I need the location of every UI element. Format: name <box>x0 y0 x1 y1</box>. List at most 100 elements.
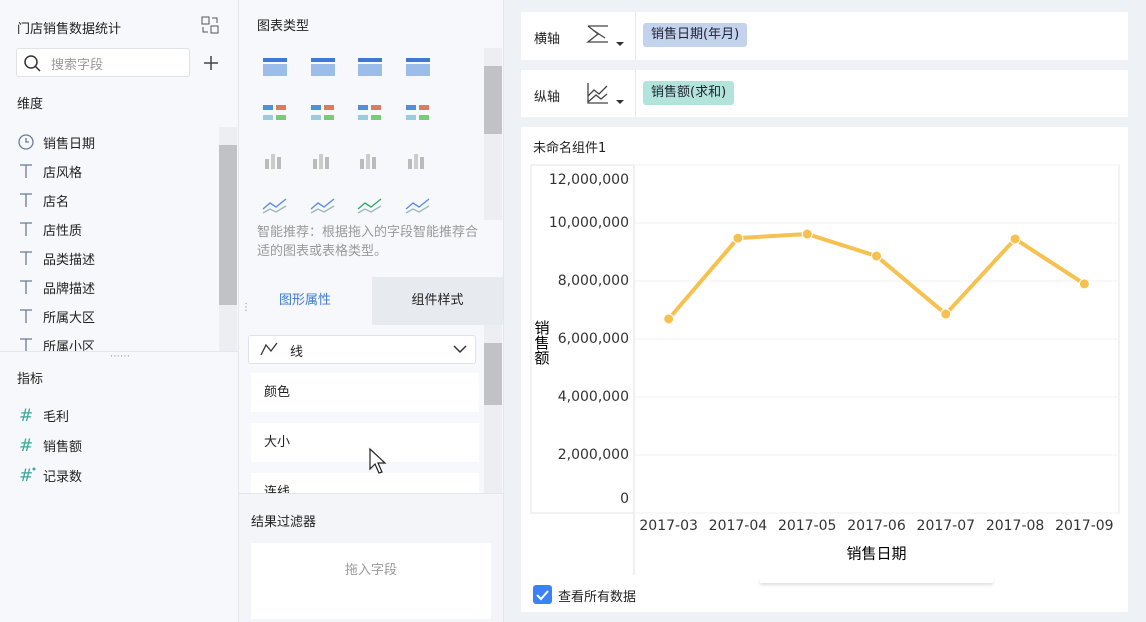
dimension-name: 品牌描述 <box>43 282 96 297</box>
chart-type-icon[interactable] <box>261 55 289 79</box>
config-panel: 图表类型 智能推荐：根据拖入的字段智能推荐合适的图表或表格类型。 图形属性 组件… <box>239 0 504 622</box>
measure-name: 毛利 <box>43 410 70 425</box>
chart-type-icon[interactable] <box>356 55 384 79</box>
filter-section: 结果过滤器 拖入字段 <box>239 493 503 622</box>
dimensions-title: 维度 <box>17 97 44 112</box>
y-field-pill[interactable]: 销售额(求和) <box>643 81 735 105</box>
measure-field[interactable]: # 销售额 <box>0 430 238 459</box>
y-tick-label: 4,000,000 <box>558 389 629 405</box>
text-icon <box>20 251 32 265</box>
property-item[interactable]: 大小 <box>251 423 479 462</box>
text-icon <box>20 222 32 236</box>
data-point <box>940 308 952 320</box>
dimension-field[interactable]: 所属小区 <box>0 330 218 351</box>
measures-title: 指标 <box>17 372 44 387</box>
search-icon <box>24 55 41 72</box>
x-tick-label: 2017-08 <box>986 518 1045 534</box>
chart-type-icon[interactable] <box>261 193 289 217</box>
measure-field[interactable]: # 毛利 <box>0 400 238 429</box>
chart-type-icon[interactable] <box>309 193 337 217</box>
dimension-field[interactable]: 店风格 <box>0 156 218 185</box>
filter-title: 结果过滤器 <box>251 515 317 530</box>
x-tick-label: 2017-07 <box>917 518 976 534</box>
y-tick-label: 10,000,000 <box>549 215 629 231</box>
x-field-pill[interactable]: 销售日期(年月) <box>643 23 748 47</box>
filter-drop-zone[interactable]: 拖入字段 <box>251 543 491 619</box>
divider <box>0 351 238 352</box>
chart-type-icon[interactable] <box>356 147 384 171</box>
chart-type-icon[interactable] <box>309 147 337 171</box>
chart-type-icon[interactable] <box>404 147 432 171</box>
scrollbar[interactable] <box>484 325 502 493</box>
text-icon <box>20 193 32 207</box>
dimension-list: 销售日期店风格店名 店性质 品类描述品牌描述所属大区 所属小区 <box>0 127 218 351</box>
measure-field[interactable]: # 记录数 <box>0 460 238 489</box>
dimension-field[interactable]: 销售日期 <box>0 127 218 156</box>
add-field-button[interactable] <box>203 55 219 71</box>
tab[interactable]: 组件样式 <box>372 277 503 325</box>
dimension-field[interactable]: 所属大区 <box>0 301 218 330</box>
data-point <box>663 313 675 325</box>
switch-dataset-icon[interactable] <box>200 15 220 35</box>
search-placeholder: 搜索字段 <box>51 58 104 73</box>
check-icon <box>536 590 549 601</box>
scrollbar[interactable] <box>484 48 502 220</box>
divider <box>635 12 636 60</box>
data-point <box>801 228 813 240</box>
dimension-name: 店风格 <box>43 166 83 181</box>
text-icon <box>20 338 32 351</box>
scroll-thumb[interactable] <box>484 66 502 134</box>
y-axis-type-icon[interactable] <box>585 80 627 108</box>
y-tick-label: 6,000,000 <box>558 331 629 347</box>
dimension-field[interactable]: 品牌描述 <box>0 272 218 301</box>
number-icon: # <box>19 466 36 486</box>
property-item[interactable]: 连线 <box>251 473 479 493</box>
chart-type-icon[interactable] <box>356 193 384 217</box>
mark-type: 线 <box>290 345 304 360</box>
search-box[interactable]: 搜索字段 <box>16 48 190 77</box>
svg-text:#: # <box>19 436 33 456</box>
y-tick-label: 2,000,000 <box>558 447 629 463</box>
scroll-thumb[interactable] <box>219 145 237 305</box>
y-axis-label: 纵轴 <box>534 90 561 105</box>
property-list: 颜色 大小 连线 <box>251 373 479 493</box>
data-point <box>1009 233 1021 245</box>
date-icon <box>18 134 34 150</box>
svg-text:#: # <box>19 466 33 486</box>
dimension-field[interactable]: 品类描述 <box>0 243 218 272</box>
property-item[interactable]: 颜色 <box>251 373 479 412</box>
text-icon <box>20 309 32 323</box>
mouse-cursor <box>369 447 387 474</box>
line <box>667 232 1086 321</box>
chart-type-icon[interactable] <box>404 55 432 79</box>
scroll-thumb[interactable] <box>484 343 502 405</box>
x-axis-type-icon[interactable] <box>585 22 627 50</box>
mark-type-dropdown[interactable]: 线 <box>248 335 476 364</box>
y-axis-row: 纵轴 销售额(求和) <box>521 70 1128 117</box>
dimension-field[interactable]: 店性质 <box>0 214 218 243</box>
chart-type-grid <box>248 48 484 220</box>
chart-type-icon[interactable] <box>404 101 432 125</box>
y-tick-label: 0 <box>620 491 629 507</box>
number-icon: # <box>19 436 33 456</box>
x-tick-label: 2017-06 <box>847 518 906 534</box>
chart-type-icon[interactable] <box>309 101 337 125</box>
filter-placeholder: 拖入字段 <box>344 563 397 578</box>
chart-type-icon[interactable] <box>356 101 384 125</box>
y-tick-label: 12,000,000 <box>549 172 629 188</box>
chart-type-icon[interactable] <box>261 147 289 171</box>
tab-active[interactable]: 图形属性 <box>239 277 371 325</box>
chart-type-icon[interactable] <box>261 101 289 125</box>
view-all-checkbox[interactable] <box>533 585 552 604</box>
dimension-field[interactable]: 店名 <box>0 185 218 214</box>
text-icon <box>20 280 32 294</box>
scrollbar[interactable] <box>219 127 237 351</box>
text-icon <box>20 164 32 178</box>
chart-type-icon[interactable] <box>404 193 432 217</box>
chart-type-icon[interactable] <box>309 55 337 79</box>
resize-handle[interactable]: ⋯⋯ <box>110 351 130 362</box>
x-tick-label: 2017-03 <box>639 518 698 534</box>
resize-handle[interactable]: ⋮ <box>241 302 251 313</box>
dataset-title: 门店销售数据统计 <box>17 22 122 37</box>
